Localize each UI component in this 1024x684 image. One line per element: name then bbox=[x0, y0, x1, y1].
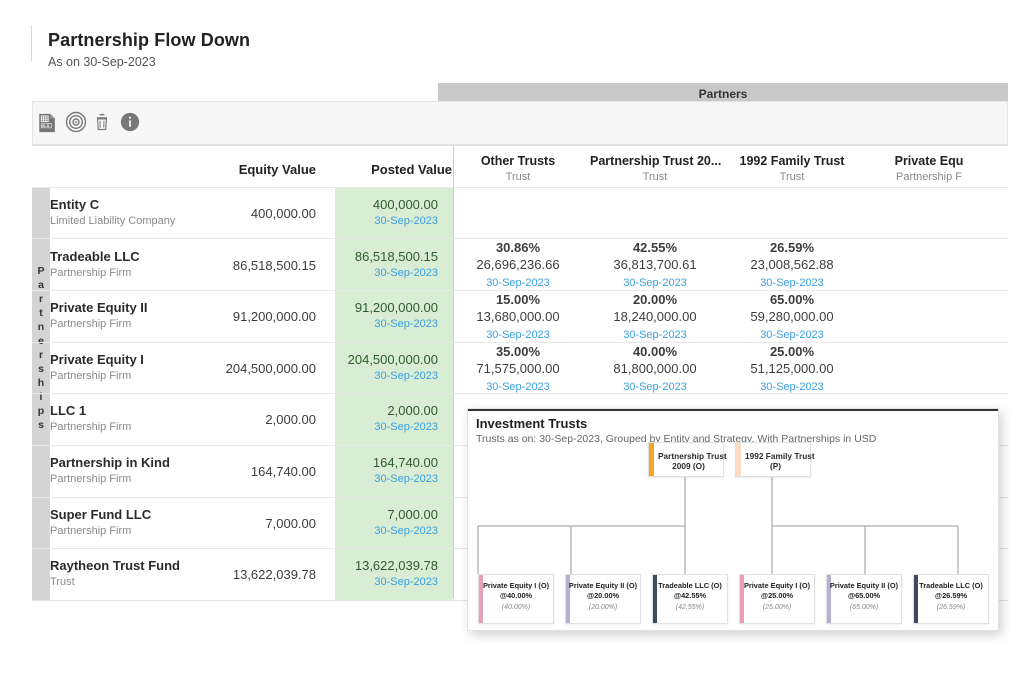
svg-text:XLS: XLS bbox=[42, 123, 50, 128]
